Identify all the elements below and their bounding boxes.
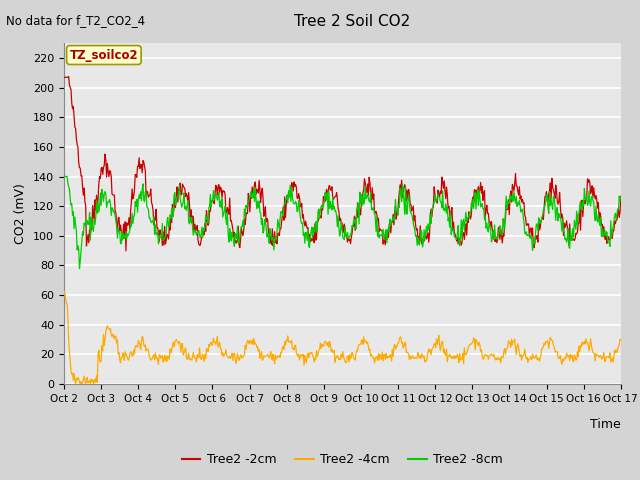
Text: Tree 2 Soil CO2: Tree 2 Soil CO2 (294, 14, 410, 29)
Y-axis label: CO2 (mV): CO2 (mV) (15, 183, 28, 244)
Text: No data for f_T2_CO2_4: No data for f_T2_CO2_4 (6, 14, 145, 27)
Text: TZ_soilco2: TZ_soilco2 (70, 48, 138, 61)
Legend: Tree2 -2cm, Tree2 -4cm, Tree2 -8cm: Tree2 -2cm, Tree2 -4cm, Tree2 -8cm (177, 448, 508, 471)
Text: Time: Time (590, 418, 621, 431)
